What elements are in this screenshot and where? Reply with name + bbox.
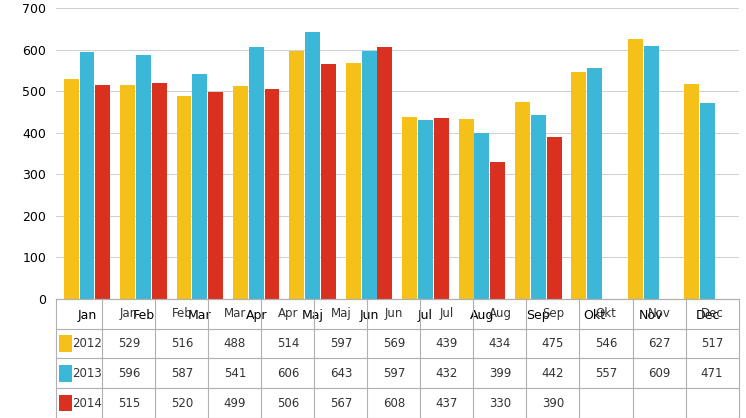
Bar bbox=[289, 51, 304, 299]
Bar bbox=[402, 117, 417, 299]
Bar bbox=[377, 46, 392, 299]
Bar bbox=[628, 38, 643, 299]
Text: Maj: Maj bbox=[330, 307, 351, 320]
Text: 608: 608 bbox=[383, 397, 405, 410]
Text: 2014: 2014 bbox=[72, 397, 102, 410]
Bar bbox=[248, 47, 263, 299]
Text: 517: 517 bbox=[700, 337, 723, 350]
Text: 541: 541 bbox=[224, 367, 246, 380]
Bar bbox=[547, 137, 562, 299]
Text: 439: 439 bbox=[436, 337, 458, 350]
Text: 2013: 2013 bbox=[72, 367, 102, 380]
Text: 442: 442 bbox=[542, 367, 564, 380]
Text: 514: 514 bbox=[277, 337, 299, 350]
Bar bbox=[362, 51, 377, 299]
Text: Dec: Dec bbox=[700, 307, 724, 320]
Bar bbox=[265, 89, 280, 299]
Bar bbox=[587, 68, 602, 299]
Bar bbox=[459, 119, 474, 299]
Bar bbox=[321, 64, 336, 299]
Text: 399: 399 bbox=[489, 367, 511, 380]
Text: Jan: Jan bbox=[120, 307, 138, 320]
Bar bbox=[644, 46, 659, 299]
Text: 516: 516 bbox=[171, 337, 193, 350]
Text: 567: 567 bbox=[330, 397, 352, 410]
Text: Apr: Apr bbox=[278, 307, 298, 320]
Text: 390: 390 bbox=[542, 397, 564, 410]
Bar bbox=[305, 32, 320, 299]
Bar bbox=[531, 115, 546, 299]
Bar bbox=[684, 84, 699, 299]
Text: 471: 471 bbox=[700, 367, 724, 380]
Text: 434: 434 bbox=[489, 337, 511, 350]
Text: 643: 643 bbox=[330, 367, 352, 380]
Bar bbox=[418, 120, 433, 299]
Text: Feb: Feb bbox=[172, 307, 192, 320]
Text: 606: 606 bbox=[277, 367, 299, 380]
Text: 597: 597 bbox=[330, 337, 352, 350]
Bar bbox=[60, 365, 72, 382]
Bar bbox=[151, 83, 166, 299]
Bar bbox=[571, 72, 586, 299]
Bar bbox=[700, 103, 715, 299]
Bar bbox=[177, 96, 192, 299]
Bar bbox=[474, 133, 489, 299]
Text: Nov: Nov bbox=[648, 307, 671, 320]
Bar bbox=[433, 117, 449, 299]
Text: 520: 520 bbox=[171, 397, 193, 410]
Bar bbox=[136, 55, 151, 299]
Text: Okt: Okt bbox=[595, 307, 616, 320]
Bar bbox=[80, 51, 95, 299]
Bar bbox=[192, 74, 207, 299]
Text: Sep: Sep bbox=[542, 307, 564, 320]
Text: Jul: Jul bbox=[440, 307, 454, 320]
Bar bbox=[63, 79, 78, 299]
Text: 569: 569 bbox=[383, 337, 405, 350]
Text: 432: 432 bbox=[436, 367, 458, 380]
Text: Mar: Mar bbox=[224, 307, 246, 320]
Bar bbox=[60, 335, 72, 352]
Text: Jun: Jun bbox=[385, 307, 403, 320]
Bar bbox=[233, 86, 248, 299]
Bar bbox=[60, 395, 72, 411]
Bar bbox=[490, 162, 505, 299]
Text: 597: 597 bbox=[383, 367, 405, 380]
Text: 475: 475 bbox=[542, 337, 564, 350]
Bar bbox=[120, 85, 135, 299]
Bar bbox=[515, 102, 530, 299]
Text: Aug: Aug bbox=[489, 307, 512, 320]
Text: 546: 546 bbox=[595, 337, 617, 350]
Text: 627: 627 bbox=[648, 337, 670, 350]
Text: 330: 330 bbox=[489, 397, 511, 410]
Text: 596: 596 bbox=[118, 367, 140, 380]
Text: 587: 587 bbox=[171, 367, 193, 380]
Text: 515: 515 bbox=[118, 397, 140, 410]
Bar bbox=[95, 85, 110, 299]
Text: 2012: 2012 bbox=[72, 337, 102, 350]
Text: 609: 609 bbox=[648, 367, 670, 380]
Bar bbox=[345, 63, 361, 299]
Text: 499: 499 bbox=[224, 397, 246, 410]
Text: 557: 557 bbox=[595, 367, 617, 380]
Bar bbox=[208, 92, 223, 299]
Text: 437: 437 bbox=[436, 397, 458, 410]
Text: 529: 529 bbox=[118, 337, 140, 350]
Text: 506: 506 bbox=[277, 397, 299, 410]
Text: 488: 488 bbox=[224, 337, 246, 350]
